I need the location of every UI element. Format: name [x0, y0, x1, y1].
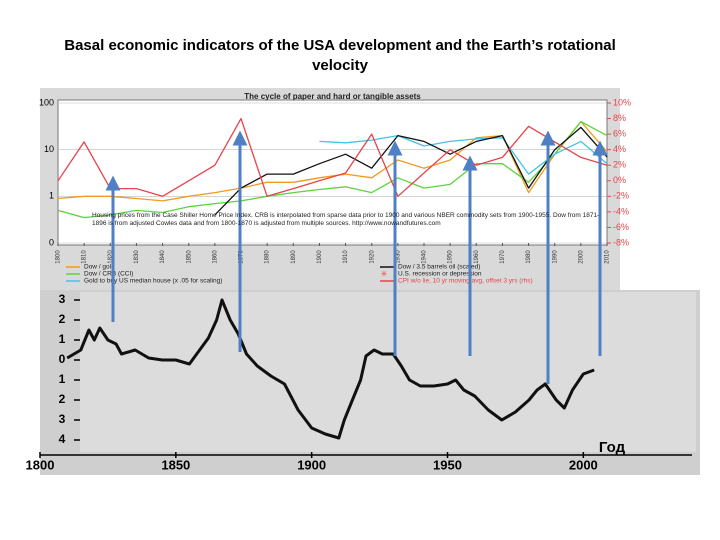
series-line [66, 298, 595, 440]
x-tick-label: 1900 [317, 250, 323, 264]
x-axis-label: Год [599, 439, 626, 456]
y2-tick-label: 2% [613, 160, 626, 170]
x-tick-label: 1960 [474, 250, 480, 264]
legend-label: CPI w/o lie, 10 yr moving avg, offset 3 … [398, 278, 533, 285]
y2-tick-label: 8% [613, 113, 626, 123]
y-tick-label: 2 [59, 392, 66, 406]
legend-label: Dow / CRB (CCI) [84, 271, 133, 278]
x-tick-label: 1990 [552, 250, 558, 264]
x-tick-label: 2000 [569, 457, 598, 472]
legend-label: U.S. recession or depression [398, 271, 482, 278]
y-tick-label: 0 [49, 237, 54, 247]
x-tick-label: 1850 [186, 250, 192, 264]
marks: The cycle of paper and hard or tangible … [26, 92, 692, 472]
y-tick-label: 1 [59, 372, 66, 386]
x-tick-label: 1980 [526, 250, 532, 264]
y2-tick-label: -4% [613, 206, 629, 216]
x-tick-label: 2000 [578, 250, 584, 264]
x-tick-label: 1860 [212, 250, 218, 264]
y2-tick-label: 4% [613, 144, 626, 154]
legend-label: Gold to buy US median house (x .05 for s… [84, 278, 222, 285]
y2-tick-label: 10% [613, 97, 631, 107]
x-tick-label: 1970 [500, 250, 506, 264]
y2-tick-label: 6% [613, 128, 626, 138]
legend-label: Dow / gold [84, 264, 115, 271]
x-tick-label: 1850 [161, 457, 190, 472]
x-tick-label: 1830 [134, 250, 140, 264]
x-tick-label: 1870 [239, 250, 245, 264]
x-tick-label: 1840 [160, 250, 166, 264]
x-tick-label: 1880 [265, 250, 271, 264]
y-tick-label: 1 [59, 332, 66, 346]
series-line [57, 117, 608, 197]
annotation: Housing prices from the Case Shiller Hom… [92, 212, 600, 227]
x-tick-label: 2010 [605, 250, 611, 264]
y2-tick-label: 0% [613, 175, 626, 185]
series-line [57, 120, 608, 202]
bottom-plot-area [80, 292, 696, 452]
x-tick-label: 1810 [82, 250, 88, 264]
x-tick-label: 1820 [108, 250, 114, 264]
y-tick-label: 3 [59, 412, 66, 426]
x-tick-label: 1930 [395, 250, 401, 264]
y-tick-label: 100 [39, 97, 54, 107]
y2-tick-label: -2% [613, 191, 629, 201]
y2-tick-label: -6% [613, 222, 629, 232]
legend-marker: ✳ [381, 270, 388, 279]
series-line [214, 126, 608, 216]
x-tick-label: 1900 [297, 457, 326, 472]
x-tick-label: 1950 [433, 457, 462, 472]
series-line [57, 120, 608, 219]
y-tick-label: 1 [49, 191, 54, 201]
y-tick-label: 2 [59, 312, 66, 326]
y-tick-label: 0 [59, 352, 66, 366]
arrows [105, 130, 608, 384]
y-tick-label: 10 [44, 144, 54, 154]
slide-title: Basal economic indicators of the USA dev… [64, 37, 616, 74]
x-tick-label: 1940 [422, 250, 428, 264]
legend-label: Dow / 3.5 barrels oil (scaled) [398, 264, 480, 271]
y2-tick-label: -8% [613, 237, 629, 247]
x-tick-label: 1800 [26, 457, 55, 472]
y-tick-label: 4 [59, 432, 66, 446]
x-tick-label: 1950 [448, 250, 454, 264]
x-tick-label: 1800 [56, 250, 62, 264]
x-tick-label: 1920 [369, 250, 375, 264]
y-tick-label: 3 [59, 292, 66, 306]
x-tick-label: 1890 [291, 250, 297, 264]
x-tick-label: 1910 [343, 250, 349, 264]
chart-title: The cycle of paper and hard or tangible … [244, 92, 421, 101]
